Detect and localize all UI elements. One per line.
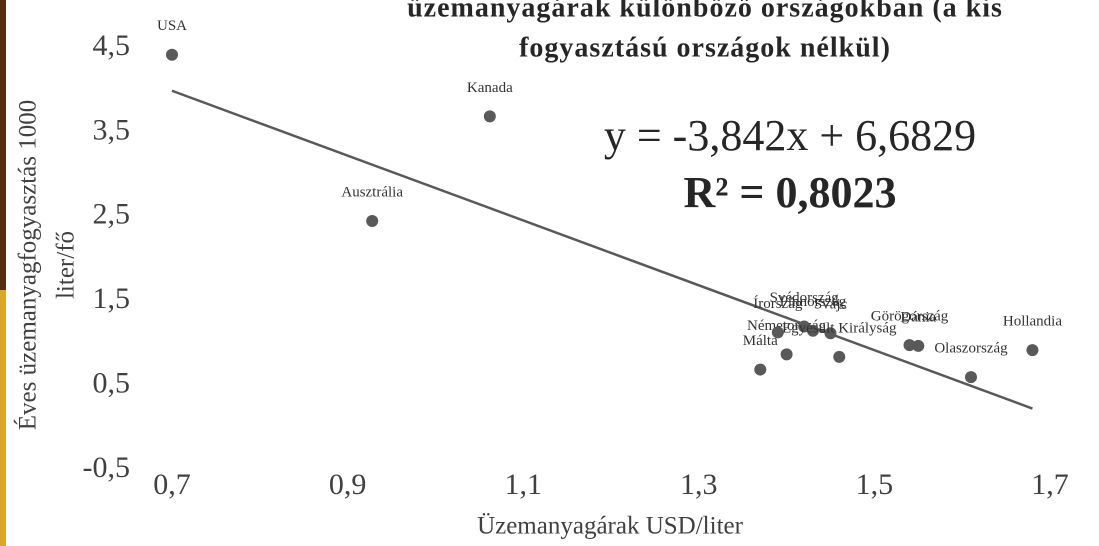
x-tick-label: 1,7 <box>1031 468 1069 501</box>
y-axis-title: liter/fő <box>53 231 80 299</box>
trend-equation: y = -3,842x + 6,6829 <box>604 111 976 160</box>
scatter-point <box>366 215 379 228</box>
trendline <box>171 89 1033 410</box>
point-label: Olaszország <box>934 341 1008 357</box>
chart-title: üzemanyagárak különböző országokban (a k… <box>407 0 1003 23</box>
y-tick-label: 1,5 <box>93 282 131 315</box>
y-tick-label: 0,5 <box>93 366 131 399</box>
point-label: Svédország <box>770 290 840 306</box>
x-tick-label: 1,5 <box>856 468 894 501</box>
point-label: Málta <box>743 333 778 349</box>
scatter-point <box>1026 344 1039 357</box>
x-tick-label: 0,7 <box>153 468 191 501</box>
chart-title: fogyasztású országok nélkül) <box>519 32 891 63</box>
point-label: Hollandia <box>1003 314 1062 330</box>
r-squared: R² = 0,8023 <box>683 168 896 217</box>
point-label: Dánia <box>900 309 936 325</box>
point-label: Görögország <box>871 309 949 325</box>
slide-stripe <box>0 0 6 290</box>
scatter-point <box>166 48 178 61</box>
y-tick-label: 4,5 <box>93 29 131 62</box>
scatter-point <box>754 363 767 376</box>
scatter-point <box>833 350 846 363</box>
scatter-point <box>903 339 916 352</box>
point-label: Kanada <box>467 80 513 96</box>
scatter-point <box>912 339 925 352</box>
x-axis-title: Üzemanyagárak USD/liter <box>477 513 744 540</box>
point-label: USA <box>157 18 187 34</box>
y-tick-label: -0,5 <box>83 451 131 484</box>
point-label: Ausztrália <box>341 184 403 200</box>
scatter-point <box>824 327 837 340</box>
point-label: Egyesült Királyság <box>782 320 897 336</box>
point-label: Svájc <box>814 297 848 313</box>
y-tick-label: 2,5 <box>93 198 131 231</box>
x-tick-label: 1,3 <box>680 468 718 501</box>
x-tick-label: 0,9 <box>329 468 367 501</box>
y-tick-label: 3,5 <box>93 113 131 146</box>
scatter-point <box>771 326 784 339</box>
scatter-point <box>483 110 496 123</box>
point-label: Írország <box>753 295 803 312</box>
y-axis-title: Éves üzemanyagfogyasztás 1000 <box>14 100 42 430</box>
point-label: Finnország <box>780 294 847 310</box>
scatter-point <box>964 371 977 384</box>
scatter-point <box>806 324 819 337</box>
x-tick-label: 1,1 <box>504 468 542 501</box>
scatter-point <box>780 348 793 361</box>
slide-stripe <box>0 290 6 546</box>
